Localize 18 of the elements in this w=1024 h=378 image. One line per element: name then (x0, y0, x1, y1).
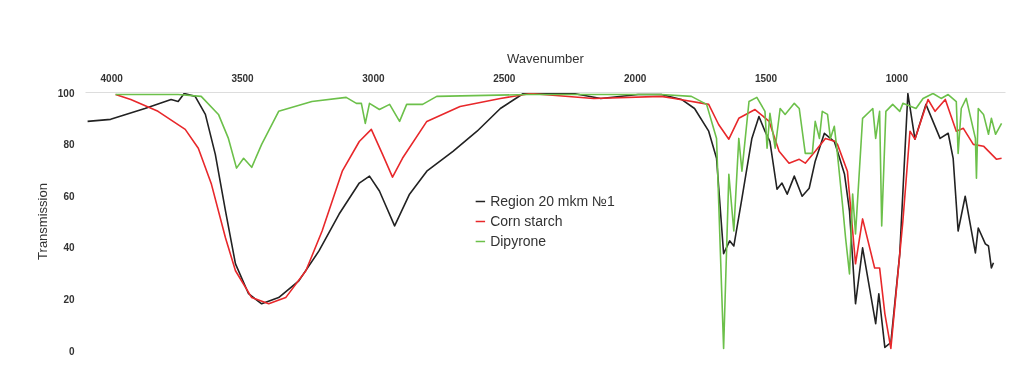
x-tick-label: 2000 (624, 72, 647, 84)
legend-label: Corn starch (490, 213, 563, 229)
x-tick-label: 1500 (754, 72, 778, 84)
legend-label: Dipyrone (490, 233, 547, 249)
x-tick-label: 1000 (885, 72, 909, 84)
x-tick-label: 2500 (493, 72, 516, 84)
y-tick-label: 20 (63, 293, 75, 305)
x-axis-title: Wavenumber (507, 50, 585, 66)
y-axis-title: Transmission (34, 183, 50, 260)
y-tick-label: 0 (68, 345, 75, 357)
y-tick-label: 60 (63, 190, 75, 202)
y-tick-label: 100 (57, 87, 75, 99)
x-tick-label: 3500 (231, 72, 255, 84)
y-tick-label: 40 (63, 242, 75, 254)
x-tick-label: 3000 (362, 72, 385, 84)
y-tick-label: 80 (63, 139, 75, 151)
legend-label: Region 20 mkm №1 (490, 193, 615, 209)
x-tick-label: 4000 (100, 72, 124, 84)
